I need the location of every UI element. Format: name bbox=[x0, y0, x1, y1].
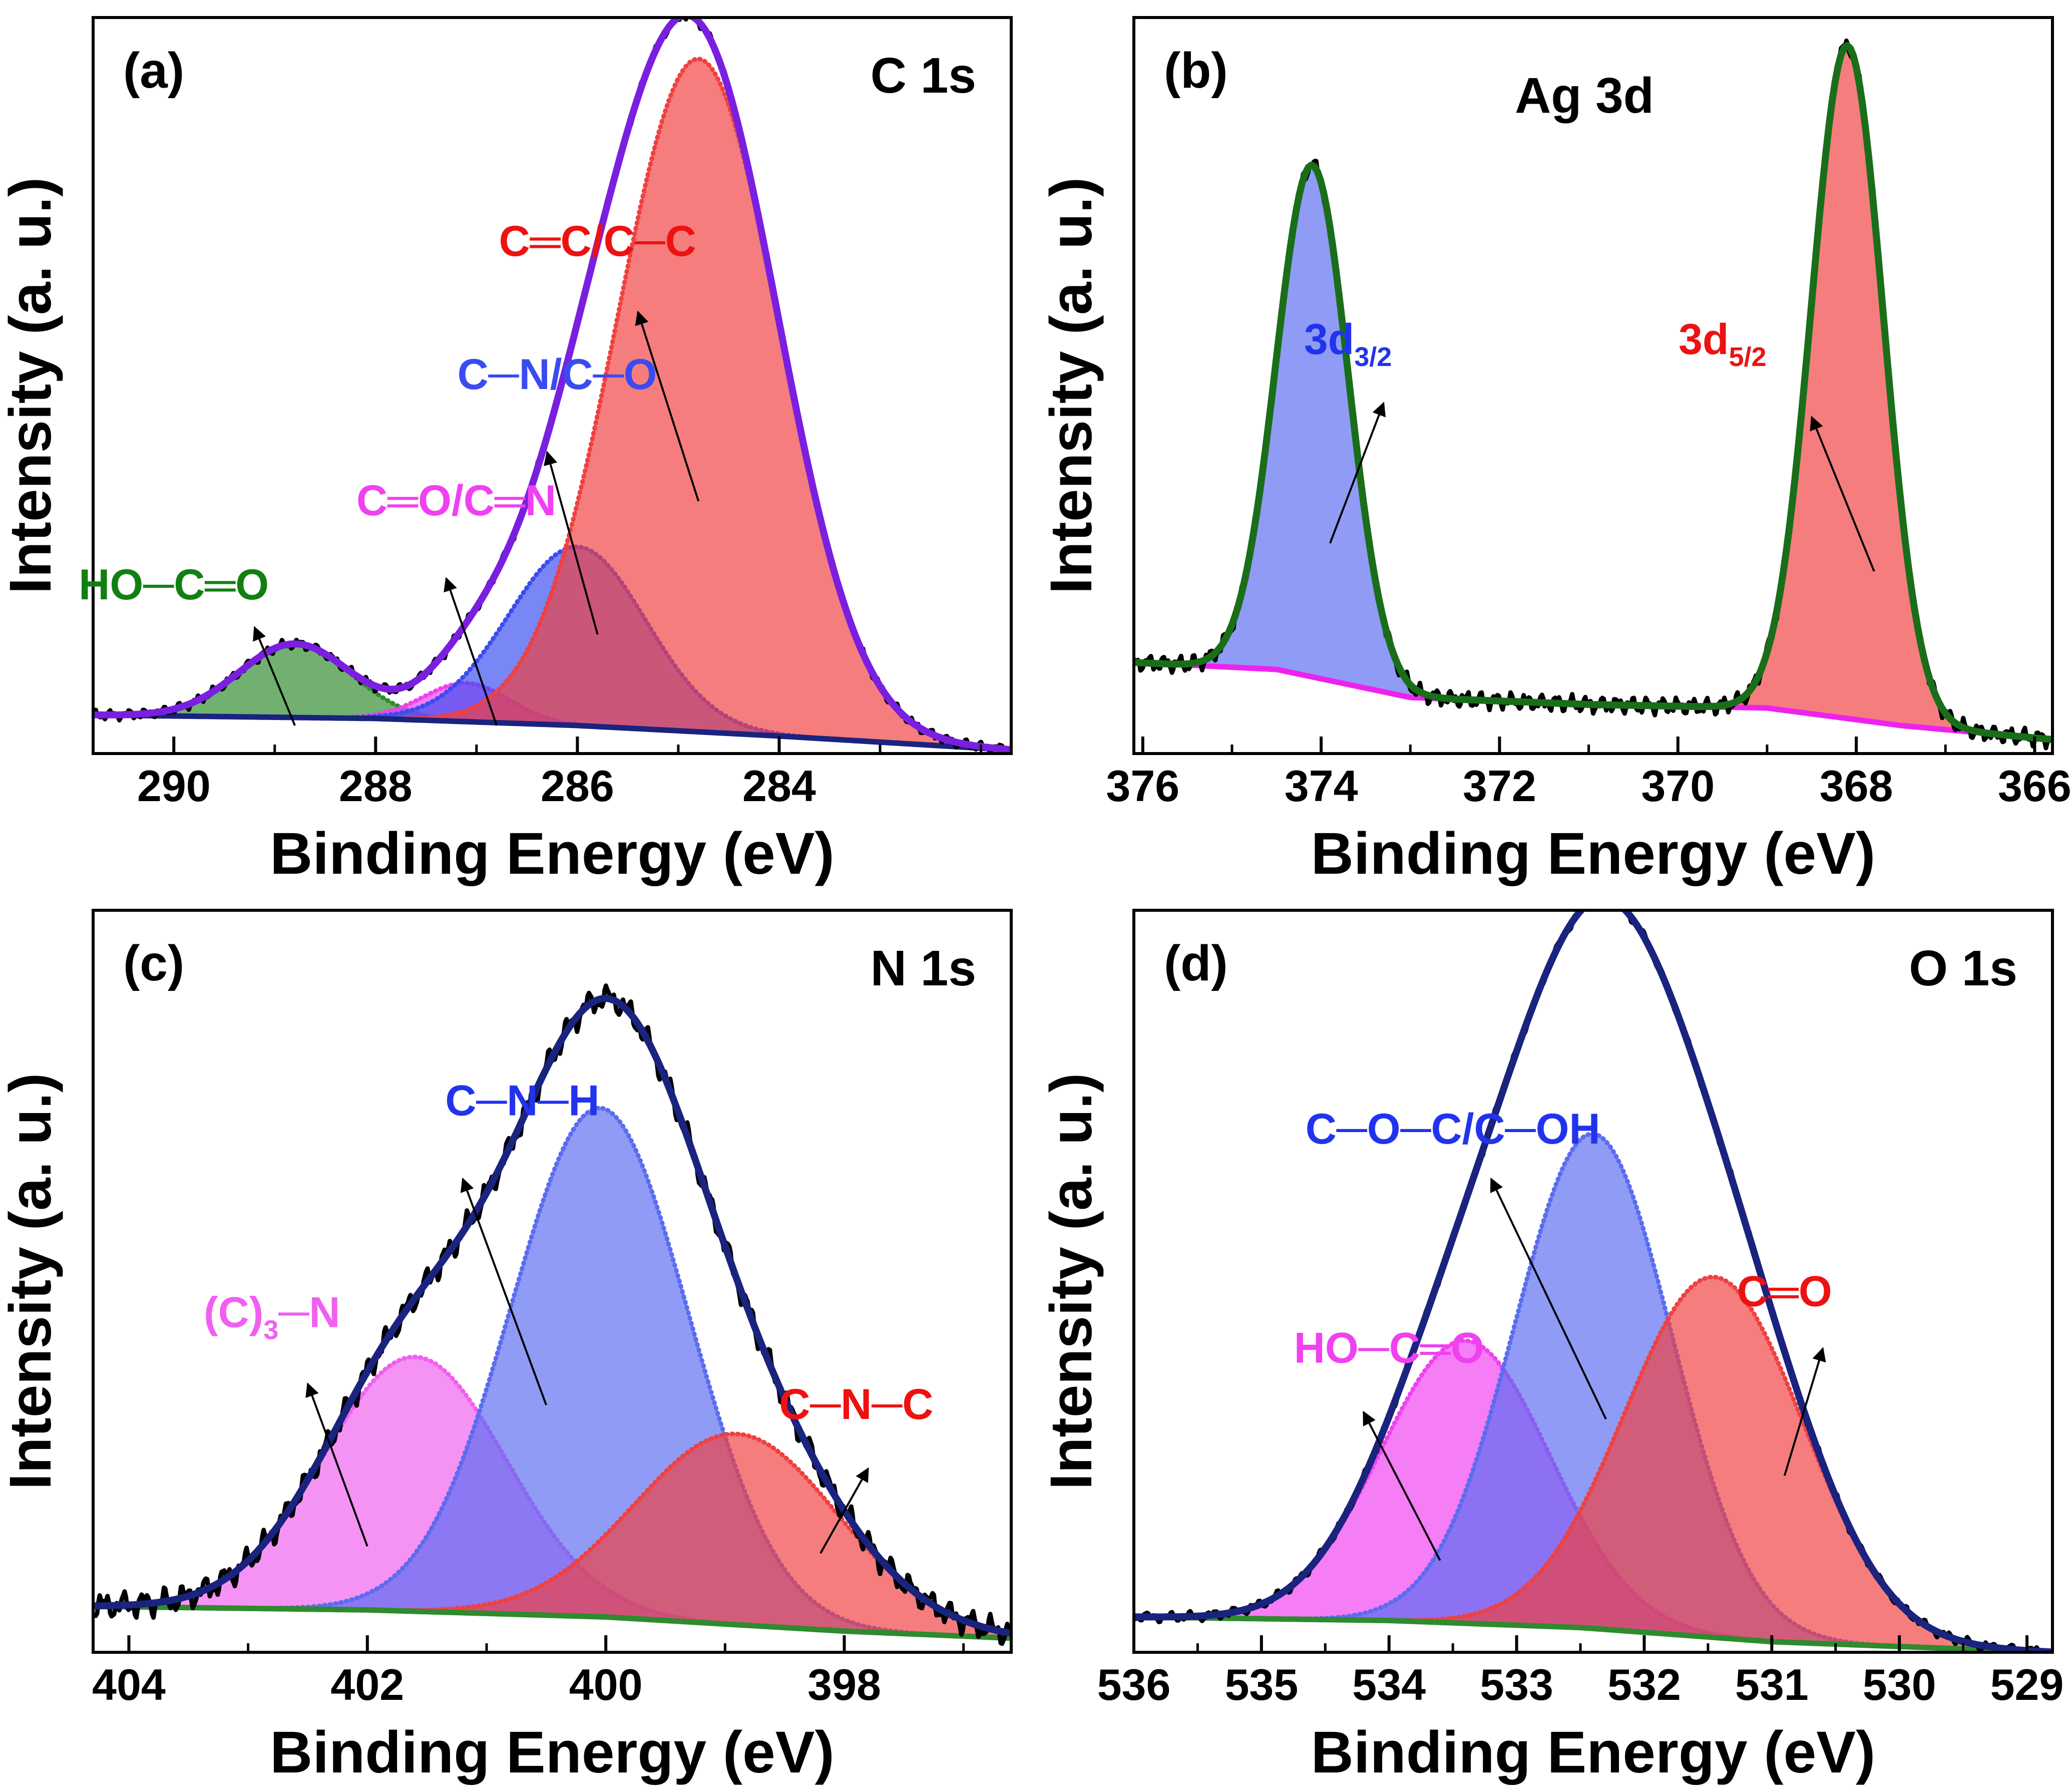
x-tick-label: 290 bbox=[137, 761, 211, 811]
axes-frame bbox=[1132, 16, 2054, 755]
peak-label: C─N/C─O bbox=[458, 350, 657, 399]
axes-frame bbox=[1132, 909, 2054, 1654]
x-tick-label: 370 bbox=[1641, 761, 1715, 811]
annotation-arrow bbox=[1490, 1177, 1607, 1420]
y-axis-label: Intensity (a. u.) bbox=[1038, 177, 1104, 594]
plot-area bbox=[1134, 39, 2052, 751]
x-tick-label: 532 bbox=[1607, 1660, 1681, 1709]
peak-label: 3d3/2 bbox=[1304, 315, 1392, 372]
panel-title: N 1s bbox=[871, 940, 976, 996]
axes-frame bbox=[92, 909, 1013, 1654]
peak-fill-1 bbox=[1134, 165, 2052, 740]
peak-fill-1 bbox=[93, 644, 1011, 750]
peak-fill-2 bbox=[1134, 46, 2052, 740]
peak-label: C═O/C═N bbox=[356, 477, 556, 525]
peak-fill-1 bbox=[1134, 1340, 2052, 1652]
annotation-arrow bbox=[253, 626, 296, 726]
panel-c: 404 402 400 398 Binding Energy (eV) Intensity… bbox=[0, 909, 1013, 1785]
plot-area bbox=[93, 983, 1011, 1646]
fit-envelope-line bbox=[1134, 42, 2052, 743]
fit-envelope-line bbox=[93, 995, 1011, 1637]
annotation-arrow bbox=[444, 577, 498, 726]
plot-area bbox=[93, 18, 1011, 754]
fit-envelope-line bbox=[1134, 910, 2052, 1652]
x-axis-label: Binding Energy (eV) bbox=[270, 1719, 835, 1785]
x-tick-label: 534 bbox=[1352, 1660, 1426, 1709]
peak-label: 3d5/2 bbox=[1679, 315, 1766, 372]
axes-frame bbox=[92, 16, 1013, 755]
x-tick-label: 376 bbox=[1106, 761, 1179, 811]
peak-fill-2 bbox=[93, 1108, 1011, 1638]
annotation-arrow bbox=[1783, 1347, 1826, 1476]
annotation-arrow bbox=[460, 1177, 547, 1405]
x-axis-label: Binding Energy (eV) bbox=[270, 821, 835, 887]
x-tick-label: 288 bbox=[339, 761, 412, 811]
x-tick-label: 530 bbox=[1863, 1660, 1936, 1709]
x-axis-label: Binding Energy (eV) bbox=[1311, 821, 1876, 887]
x-tick-label: 286 bbox=[541, 761, 614, 811]
panel-title: Ag 3d bbox=[1515, 68, 1654, 124]
panel-a: 290 288 286 284 Binding Energy (eV) Intensity… bbox=[0, 16, 1013, 887]
x-tick-label: 368 bbox=[1820, 761, 1893, 811]
annotation-arrow bbox=[544, 451, 599, 635]
panel-d: 536 535 534 533 532 531 530 529 Binding Energy (… bbox=[1038, 909, 2064, 1785]
annotation-arrow bbox=[1329, 402, 1386, 544]
peak-label: HO─C═O bbox=[79, 561, 269, 609]
peak-label: C─N─H bbox=[445, 1077, 599, 1125]
peak-label: C═O bbox=[1737, 1267, 1832, 1315]
peak-fill-4 bbox=[93, 59, 1011, 751]
y-axis-label: Intensity (a. u.) bbox=[1038, 1073, 1104, 1490]
panel-tag: (c) bbox=[123, 935, 184, 991]
panel-title: O 1s bbox=[1909, 940, 2017, 996]
x-tick-label: 398 bbox=[807, 1660, 881, 1709]
peak-label: C─O─C/C─OH bbox=[1306, 1105, 1600, 1153]
peak-label: C═C/C─C bbox=[499, 217, 696, 265]
panel-tag: (a) bbox=[123, 43, 184, 99]
peak-fill-3 bbox=[1134, 1277, 2052, 1652]
annotation-arrow bbox=[305, 1382, 368, 1547]
annotation-arrow bbox=[1362, 1410, 1441, 1561]
panel-tag: (d) bbox=[1164, 935, 1228, 991]
x-tick-label: 366 bbox=[1998, 761, 2071, 811]
background-line bbox=[93, 1603, 1011, 1641]
peak-label: HO─C═O bbox=[1294, 1324, 1484, 1372]
background-line bbox=[93, 712, 1011, 753]
fit-envelope-line bbox=[93, 18, 1011, 754]
x-tick-label: 535 bbox=[1224, 1660, 1298, 1709]
x-tick-label: 404 bbox=[92, 1660, 166, 1709]
panel-tag: (b) bbox=[1164, 43, 1228, 99]
x-tick-label: 533 bbox=[1480, 1660, 1553, 1709]
annotation-arrow bbox=[819, 1467, 869, 1554]
x-tick-label: 402 bbox=[330, 1660, 404, 1709]
x-tick-label: 372 bbox=[1463, 761, 1536, 811]
panel-title: C 1s bbox=[871, 48, 976, 104]
peak-fill-1 bbox=[93, 1357, 1011, 1638]
peak-fill-3 bbox=[93, 1433, 1011, 1638]
annotation-arrow bbox=[635, 310, 700, 502]
annotation-arrow bbox=[1810, 416, 1875, 572]
x-tick-label: 529 bbox=[1990, 1660, 2064, 1709]
y-axis-label: Intensity (a. u.) bbox=[0, 1073, 64, 1490]
x-axis-label: Binding Energy (eV) bbox=[1311, 1719, 1876, 1785]
peak-label: (C)3─N bbox=[204, 1289, 340, 1345]
plot-area bbox=[1134, 910, 2052, 1652]
x-tick-label: 400 bbox=[569, 1660, 643, 1709]
x-tick-label: 531 bbox=[1735, 1660, 1809, 1709]
x-tick-label: 284 bbox=[742, 761, 816, 811]
x-tick-label: 374 bbox=[1285, 761, 1358, 811]
peak-label: C─N─C bbox=[779, 1380, 933, 1428]
panel-b: 376 374 372 370 368 366 Binding Energy (eV) Int… bbox=[1038, 16, 2071, 887]
x-tick-label: 536 bbox=[1097, 1660, 1171, 1709]
y-axis-label: Intensity (a. u.) bbox=[0, 177, 64, 594]
